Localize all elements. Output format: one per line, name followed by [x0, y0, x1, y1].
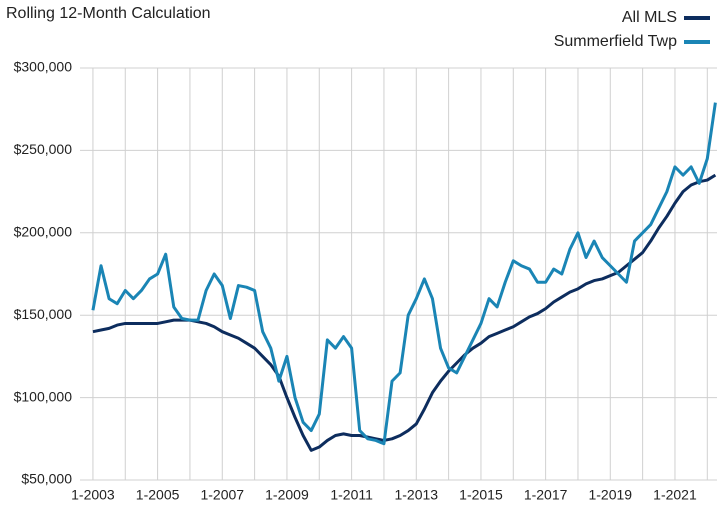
x-tick-label: 1-2021 — [653, 487, 697, 503]
x-tick-label: 1-2007 — [200, 487, 244, 503]
y-tick-label: $100,000 — [14, 388, 73, 404]
chart-title: Rolling 12-Month Calculation — [6, 5, 211, 22]
legend-label: Summerfield Twp — [554, 33, 677, 50]
x-tick-label: 1-2005 — [136, 487, 180, 503]
x-tick-label: 1-2017 — [524, 487, 568, 503]
x-tick-label: 1-2013 — [394, 487, 438, 503]
x-tick-label: 1-2003 — [71, 487, 115, 503]
x-tick-label: 1-2015 — [459, 487, 503, 503]
x-tick-label: 1-2019 — [588, 487, 632, 503]
x-tick-label: 1-2011 — [330, 487, 373, 503]
legend-label: All MLS — [622, 9, 677, 26]
y-tick-label: $300,000 — [14, 59, 73, 75]
x-tick-label: 1-2009 — [265, 487, 309, 503]
y-tick-label: $150,000 — [14, 306, 73, 322]
y-tick-label: $250,000 — [14, 141, 73, 157]
series-line — [91, 102, 717, 446]
y-tick-label: $50,000 — [21, 471, 72, 487]
y-tick-label: $200,000 — [14, 224, 73, 240]
series-line — [92, 173, 717, 452]
